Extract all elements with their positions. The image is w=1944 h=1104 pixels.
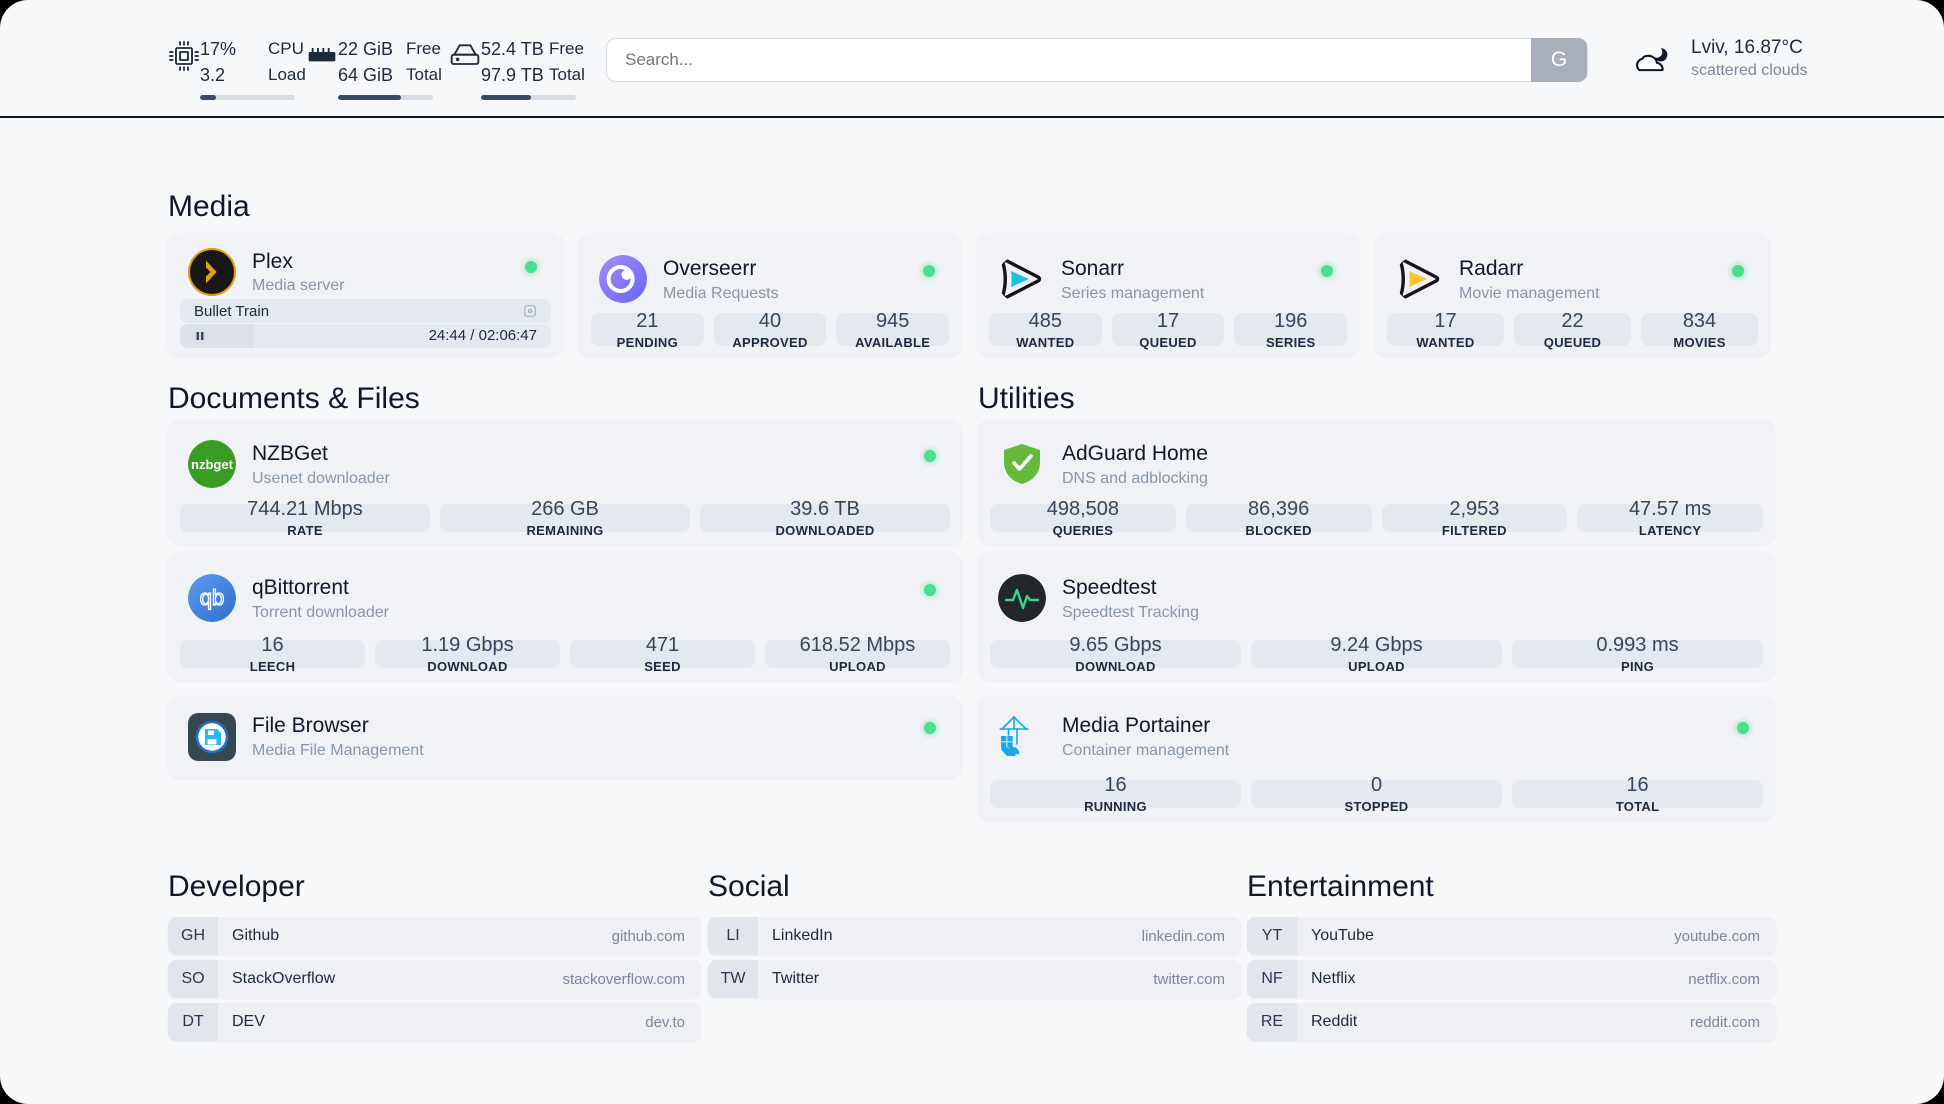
svg-text:nzbget: nzbget: [191, 457, 234, 472]
svg-text:qb: qb: [200, 585, 224, 610]
